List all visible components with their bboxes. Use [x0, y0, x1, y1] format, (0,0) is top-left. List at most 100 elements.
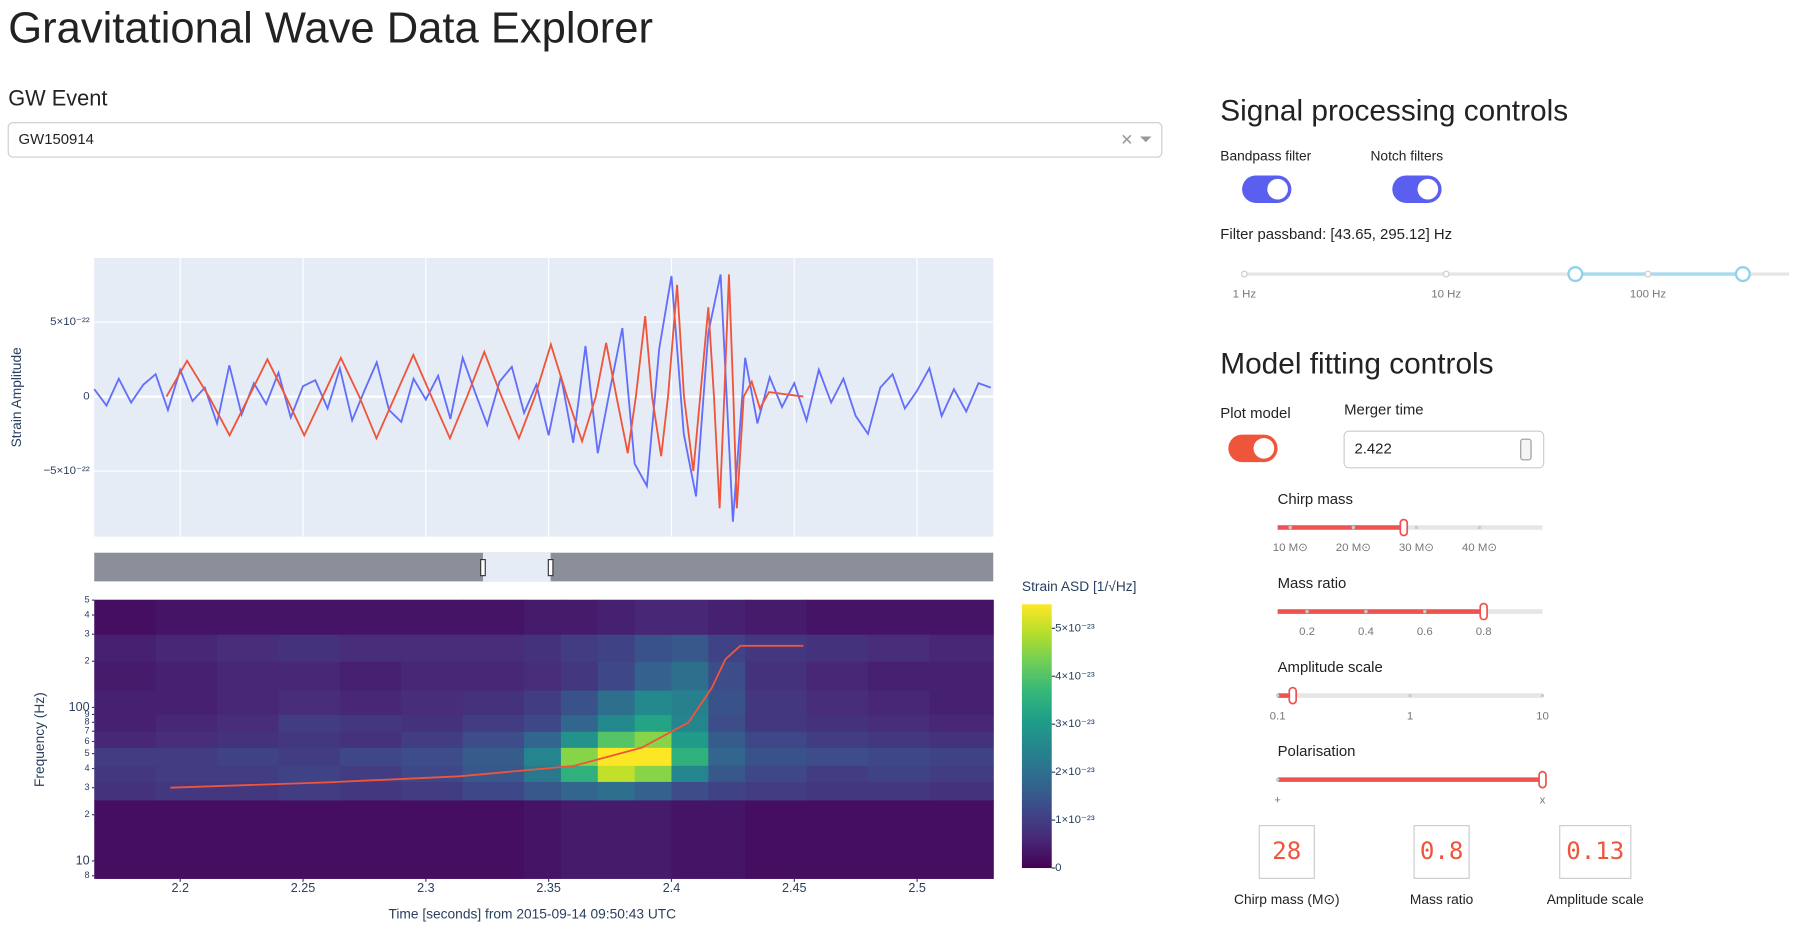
heatmap-cell — [524, 714, 562, 732]
event-label: GW Event — [8, 86, 107, 111]
colorbar — [1021, 604, 1052, 869]
heatmap-cell — [634, 781, 673, 801]
heatmap-cell — [401, 634, 464, 662]
heatmap-cell — [560, 689, 599, 716]
heatmap-cell — [867, 689, 930, 716]
led-value: 0.8 — [1420, 837, 1464, 865]
slider-handle[interactable] — [1567, 266, 1584, 283]
heatmap-cell — [462, 634, 525, 662]
toggle-knob[interactable] — [1417, 178, 1439, 200]
heatmap-cell — [745, 661, 808, 691]
heatmap-cell — [155, 747, 218, 766]
heatmap-cell — [524, 661, 562, 691]
range-handle[interactable] — [547, 559, 554, 577]
slider-label: Amplitude scale — [1278, 660, 1383, 676]
led-label: Chirp mass (M⊙) — [1234, 892, 1339, 907]
y-tick-label: 9 — [85, 709, 90, 719]
heatmap-cell — [94, 765, 157, 782]
heatmap-cell — [462, 799, 525, 879]
heatmap-cell — [339, 731, 402, 748]
y-tick-label: 3 — [85, 629, 90, 639]
caret-icon[interactable] — [1140, 136, 1152, 143]
heatmap-cell — [597, 714, 636, 732]
led-label: Amplitude scale — [1547, 892, 1644, 907]
heatmap-cell — [155, 661, 218, 691]
heatmap-cell — [339, 634, 402, 662]
passband-label: Filter passband: [43.65, 295.12] Hz — [1220, 227, 1452, 243]
heatmap-cell — [401, 731, 464, 748]
heatmap-cell — [597, 599, 636, 635]
heatmap-cell — [339, 661, 402, 691]
heatmap-cell — [560, 661, 599, 691]
heatmap-cell — [708, 747, 746, 766]
heatmap-cell — [401, 714, 464, 732]
plot-model-label: Plot model — [1220, 406, 1290, 422]
heatmap-cell — [462, 781, 525, 801]
heatmap-cell — [745, 765, 808, 782]
heatmap-cell — [708, 689, 746, 716]
heatmap-cell — [708, 799, 746, 879]
slider-mark-label: 10 — [1536, 710, 1549, 722]
colorbar-tick-label: 3×10⁻²³ — [1055, 718, 1095, 730]
colorbar-tick-label: 2×10⁻²³ — [1055, 766, 1095, 778]
heatmap-cell — [597, 689, 636, 716]
slider-mark — [1288, 525, 1292, 530]
heatmap-cell — [745, 689, 808, 716]
heatmap-cell — [560, 747, 599, 766]
page-title: Gravitational Wave Data Explorer — [8, 4, 653, 52]
toggle-knob[interactable] — [1267, 178, 1288, 200]
slider-handle[interactable] — [1734, 266, 1751, 283]
clear-icon[interactable] — [1122, 134, 1132, 144]
heatmap-cell — [339, 689, 402, 716]
slider-handle[interactable] — [1288, 686, 1298, 705]
toggle-label: Notch filters — [1371, 149, 1444, 164]
heatmap-cell — [94, 634, 157, 662]
led-display — [1559, 825, 1632, 879]
heatmap-cell — [671, 765, 709, 782]
y-tick-label: 7 — [85, 726, 90, 736]
y-tick-label: 5 — [85, 748, 90, 758]
data-line — [165, 274, 804, 509]
heatmap-cell — [94, 599, 157, 635]
y-tick-label: 5 — [85, 595, 90, 605]
heatmap-cell — [524, 689, 562, 716]
slider-mark — [1477, 525, 1482, 530]
range-window[interactable] — [482, 552, 551, 582]
heatmap-cell — [867, 714, 930, 732]
heatmap-cell — [806, 731, 869, 748]
merger-time-value: 2.422 — [1354, 441, 1391, 457]
heatmap-cell — [278, 747, 341, 766]
slider-handle[interactable] — [1479, 602, 1488, 621]
event-value: GW150914 — [19, 132, 94, 148]
slider-mark — [1423, 609, 1427, 614]
heatmap-cell — [708, 714, 746, 732]
heatmap-cell — [745, 799, 808, 879]
heatmap-cell — [155, 731, 218, 748]
toggle-knob[interactable] — [1253, 438, 1275, 459]
led-value: 0.13 — [1566, 837, 1624, 865]
slider-mark-label: 0.4 — [1358, 626, 1375, 638]
x-tick-label: 2.35 — [536, 881, 561, 895]
y-axis-title: Frequency (Hz) — [32, 692, 47, 787]
heatmap-cell — [560, 634, 599, 662]
slider-handle[interactable] — [1399, 518, 1409, 537]
slider-handle[interactable] — [1538, 770, 1547, 789]
slider-label: Chirp mass — [1278, 492, 1353, 508]
event-dropdown[interactable] — [7, 122, 1163, 158]
heatmap-cell — [929, 634, 994, 662]
heatmap-cell — [217, 714, 280, 732]
slider-mark — [1408, 693, 1412, 698]
heatmap-cell — [745, 714, 808, 732]
y-tick-label: 8 — [85, 870, 90, 880]
heatmap-cell — [401, 599, 464, 635]
range-handle[interactable] — [480, 559, 486, 577]
heatmap-cell — [462, 661, 525, 691]
section-title: Signal processing controls — [1220, 94, 1568, 127]
heatmap-cell — [634, 747, 673, 766]
merger-time-input[interactable] — [1343, 430, 1545, 469]
heatmap-cell — [634, 661, 673, 691]
colorbar-tick-label: 0 — [1055, 862, 1061, 874]
heatmap-cell — [155, 599, 218, 635]
spinner[interactable] — [1520, 438, 1532, 461]
slider-mark-label: 0.2 — [1299, 626, 1315, 638]
